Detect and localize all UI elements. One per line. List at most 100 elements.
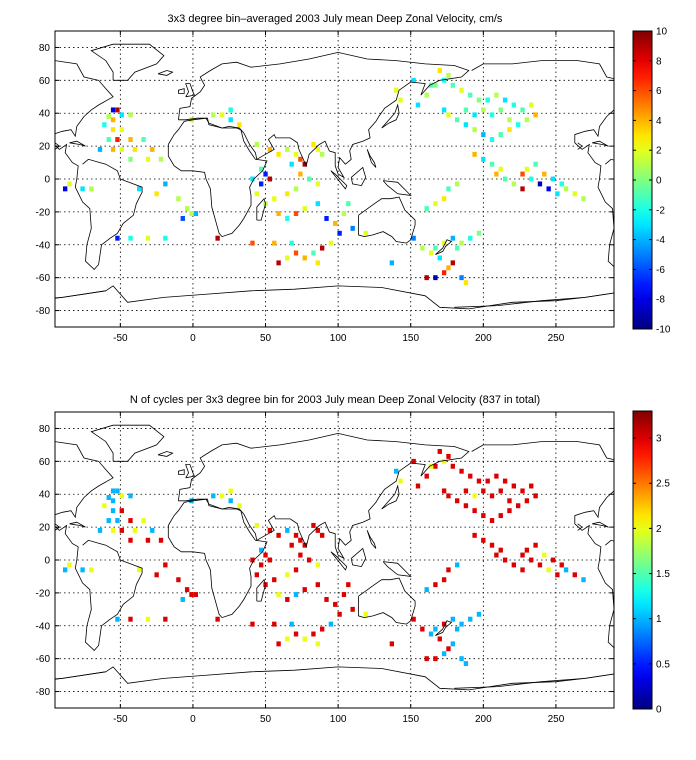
data-bin xyxy=(455,117,460,123)
coastline xyxy=(382,180,412,196)
data-bin xyxy=(346,582,351,588)
data-bin xyxy=(468,235,473,241)
data-bin xyxy=(163,181,168,187)
data-bin xyxy=(441,488,447,494)
data-bin xyxy=(119,493,124,499)
colorbar-tick-label: 2 xyxy=(656,146,662,157)
data-bin xyxy=(137,567,142,573)
coastline xyxy=(256,197,266,221)
coastline xyxy=(471,441,614,649)
data-bin xyxy=(145,156,151,162)
data-bin xyxy=(184,206,190,212)
data-bin xyxy=(128,112,133,118)
data-bin xyxy=(180,216,185,221)
y-tick-label: 60 xyxy=(39,457,51,468)
data-bin xyxy=(350,606,355,612)
y-tick-label: -80 xyxy=(36,687,51,698)
velocity-map-bins xyxy=(62,68,586,286)
data-bin xyxy=(315,562,320,568)
data-bin xyxy=(319,245,325,251)
data-bin xyxy=(411,458,416,464)
colorbar-tick-label: 2.5 xyxy=(656,479,670,490)
coastline xyxy=(681,71,696,76)
colorbar-tick-label: 2 xyxy=(656,524,662,535)
data-bin xyxy=(472,112,477,118)
cycles-colorbar: 3 2.5 2 1.5 1 0.5 0 xyxy=(632,410,670,716)
data-bin xyxy=(285,597,290,602)
data-bin xyxy=(311,142,316,147)
data-bin xyxy=(302,587,307,593)
data-bin xyxy=(481,488,486,494)
data-bin xyxy=(319,532,325,538)
data-bin xyxy=(315,260,320,266)
coastline xyxy=(178,51,470,179)
x-tick-label: 250 xyxy=(548,714,565,725)
data-bin xyxy=(285,572,290,578)
x-tick-label: 0 xyxy=(190,333,196,344)
coastline xyxy=(435,239,453,255)
data-bin xyxy=(250,240,255,246)
x-tick-label: 150 xyxy=(402,333,419,344)
data-bin xyxy=(433,245,438,251)
data-bin xyxy=(211,493,216,499)
coastline xyxy=(471,60,614,268)
data-bin xyxy=(337,230,342,236)
data-bin xyxy=(581,196,586,202)
data-bin xyxy=(276,532,281,538)
data-bin xyxy=(428,463,434,469)
colorbar-tick-label: 6 xyxy=(656,86,662,97)
data-bin xyxy=(97,527,103,533)
data-bin xyxy=(193,592,199,597)
colorbar-tick-label: 0.5 xyxy=(656,659,670,670)
y-tick-label: 40 xyxy=(39,109,51,120)
data-bin xyxy=(254,191,259,197)
data-bin xyxy=(433,582,438,588)
data-bin xyxy=(424,206,429,212)
y-tick-label: -60 xyxy=(36,273,51,284)
data-bin xyxy=(524,166,530,172)
coastline xyxy=(577,523,583,531)
data-bin xyxy=(511,483,516,489)
data-bin xyxy=(524,117,530,123)
colorbar-tick-label: 1 xyxy=(656,614,662,625)
data-bin xyxy=(219,493,225,499)
data-bin xyxy=(67,562,72,568)
coastline xyxy=(55,142,61,150)
data-bin xyxy=(293,186,299,192)
data-bin xyxy=(472,127,477,133)
data-bin xyxy=(102,122,107,128)
x-tick-label: 100 xyxy=(330,333,347,344)
data-bin xyxy=(128,518,133,523)
coastline xyxy=(681,452,696,457)
data-bin xyxy=(424,473,429,479)
data-bin xyxy=(115,107,120,113)
colorbar-tick-label: 1.5 xyxy=(656,569,670,580)
cycles-map-coastlines xyxy=(55,424,696,691)
data-bin xyxy=(424,587,429,593)
data-bin xyxy=(263,552,268,558)
data-bin xyxy=(137,186,142,192)
colorbar-tick-label: -10 xyxy=(656,325,671,336)
data-bin xyxy=(180,597,185,602)
data-bin xyxy=(228,117,233,123)
data-bin xyxy=(459,468,464,474)
coastline xyxy=(330,551,348,571)
data-bin xyxy=(507,117,512,123)
data-bin xyxy=(237,503,242,509)
data-bin xyxy=(328,621,334,627)
y-tick-label: 60 xyxy=(39,76,51,87)
data-bin xyxy=(254,142,259,147)
data-bin xyxy=(258,181,264,187)
data-bin xyxy=(424,275,429,281)
coastline xyxy=(381,484,400,510)
data-bin xyxy=(572,572,577,578)
data-bin xyxy=(110,146,116,152)
data-bin xyxy=(542,552,547,558)
data-bin xyxy=(293,151,299,157)
data-bin xyxy=(363,611,368,617)
y-tick-label: -20 xyxy=(36,207,51,218)
data-bin xyxy=(428,250,434,256)
data-bin xyxy=(311,631,316,637)
data-bin xyxy=(455,245,460,251)
